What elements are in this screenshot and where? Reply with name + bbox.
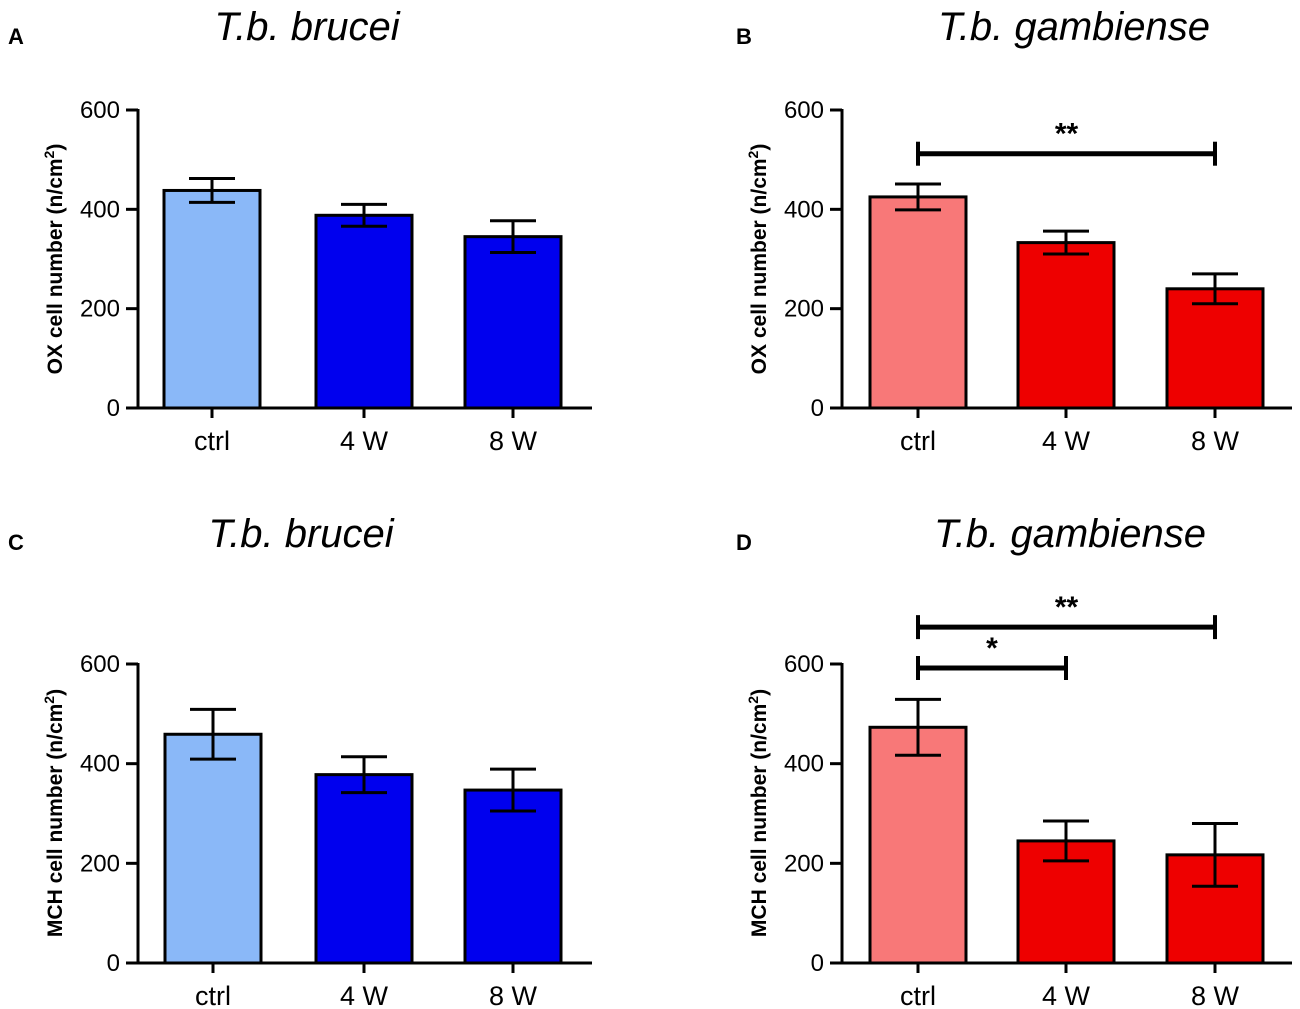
- panel-label: B: [736, 24, 752, 49]
- y-axis-label-end: ): [748, 689, 771, 696]
- y-axis-label: OX cell number (n/cm2): [41, 144, 67, 375]
- bar: [463, 235, 563, 410]
- y-tick-label: 600: [80, 651, 120, 678]
- significance-label: **: [1055, 118, 1079, 151]
- chart-title: T.b. gambiense: [938, 5, 1210, 49]
- y-tick-label: 600: [80, 97, 120, 124]
- category-label: 4 W: [340, 426, 389, 456]
- category-label: 8 W: [489, 426, 538, 456]
- y-tick-label: 400: [784, 751, 824, 778]
- category-label: 8 W: [1191, 981, 1240, 1009]
- bar: [314, 773, 414, 965]
- chart-title: T.b. brucei: [214, 5, 400, 49]
- bar: [868, 195, 968, 410]
- panel-a: A T.b. brucei OX cell number (n/cm2) 0 200 40…: [8, 5, 592, 456]
- y-axis-label-superscript: 2: [745, 696, 761, 704]
- panel-b: B T.b. gambiense OX cell number (n/cm2) 0 20…: [736, 5, 1292, 456]
- category-label: ctrl: [194, 426, 230, 456]
- y-axis-label-main: MCH cell number (n/cm: [44, 704, 67, 937]
- panel-d: D T.b. gambiense MCH cell number (n/cm2) 0 2…: [736, 512, 1292, 1009]
- y-tick-label: 0: [811, 395, 824, 422]
- bar: [314, 213, 414, 410]
- panel-c: C T.b. brucei MCH cell number (n/cm2) 0 200 4…: [8, 512, 592, 1009]
- category-label: 8 W: [1191, 426, 1240, 456]
- y-axis-label: MCH cell number (n/cm2): [41, 689, 67, 937]
- significance-label: *: [986, 632, 998, 665]
- category-label: ctrl: [195, 981, 231, 1009]
- y-tick-label: 0: [107, 950, 120, 977]
- y-tick-label: 0: [811, 950, 824, 977]
- panel-label: A: [8, 24, 24, 49]
- category-label: 8 W: [489, 981, 538, 1009]
- chart-title: T.b. gambiense: [934, 512, 1206, 556]
- y-axis-label-superscript: 2: [41, 150, 57, 158]
- y-axis-label-end: ): [44, 144, 67, 151]
- y-axis-label-superscript: 2: [41, 696, 57, 704]
- y-tick-label: 200: [80, 296, 120, 323]
- y-axis-label-main: OX cell number (n/cm: [44, 158, 67, 374]
- bar: [1016, 241, 1116, 410]
- y-axis-label: MCH cell number (n/cm2): [745, 689, 771, 937]
- y-axis-label-superscript: 2: [745, 150, 761, 158]
- y-tick-label: 200: [784, 850, 824, 877]
- bar: [162, 188, 262, 410]
- y-tick-label: 200: [784, 296, 824, 323]
- y-tick-label: 600: [784, 651, 824, 678]
- y-axis-label-main: MCH cell number (n/cm: [748, 704, 771, 937]
- bar: [1165, 287, 1265, 410]
- bar: [463, 788, 563, 965]
- category-label: 4 W: [1042, 981, 1091, 1009]
- significance-label: **: [1055, 591, 1079, 624]
- y-tick-label: 0: [107, 395, 120, 422]
- panel-label: D: [736, 530, 752, 555]
- y-axis-label-end: ): [44, 689, 67, 696]
- category-label: 4 W: [1042, 426, 1091, 456]
- y-tick-label: 600: [784, 97, 824, 124]
- y-tick-label: 200: [80, 850, 120, 877]
- panel-label: C: [8, 530, 24, 555]
- category-label: ctrl: [900, 426, 936, 456]
- y-axis-label: OX cell number (n/cm2): [745, 144, 771, 375]
- chart-title: T.b. brucei: [208, 512, 394, 556]
- y-tick-label: 400: [784, 196, 824, 223]
- category-label: ctrl: [900, 981, 936, 1009]
- category-label: 4 W: [340, 981, 389, 1009]
- y-tick-label: 400: [80, 751, 120, 778]
- y-tick-label: 400: [80, 196, 120, 223]
- y-axis-label-end: ): [748, 144, 771, 151]
- bar: [868, 725, 968, 965]
- bar: [163, 732, 263, 965]
- y-axis-label-main: OX cell number (n/cm: [748, 158, 771, 374]
